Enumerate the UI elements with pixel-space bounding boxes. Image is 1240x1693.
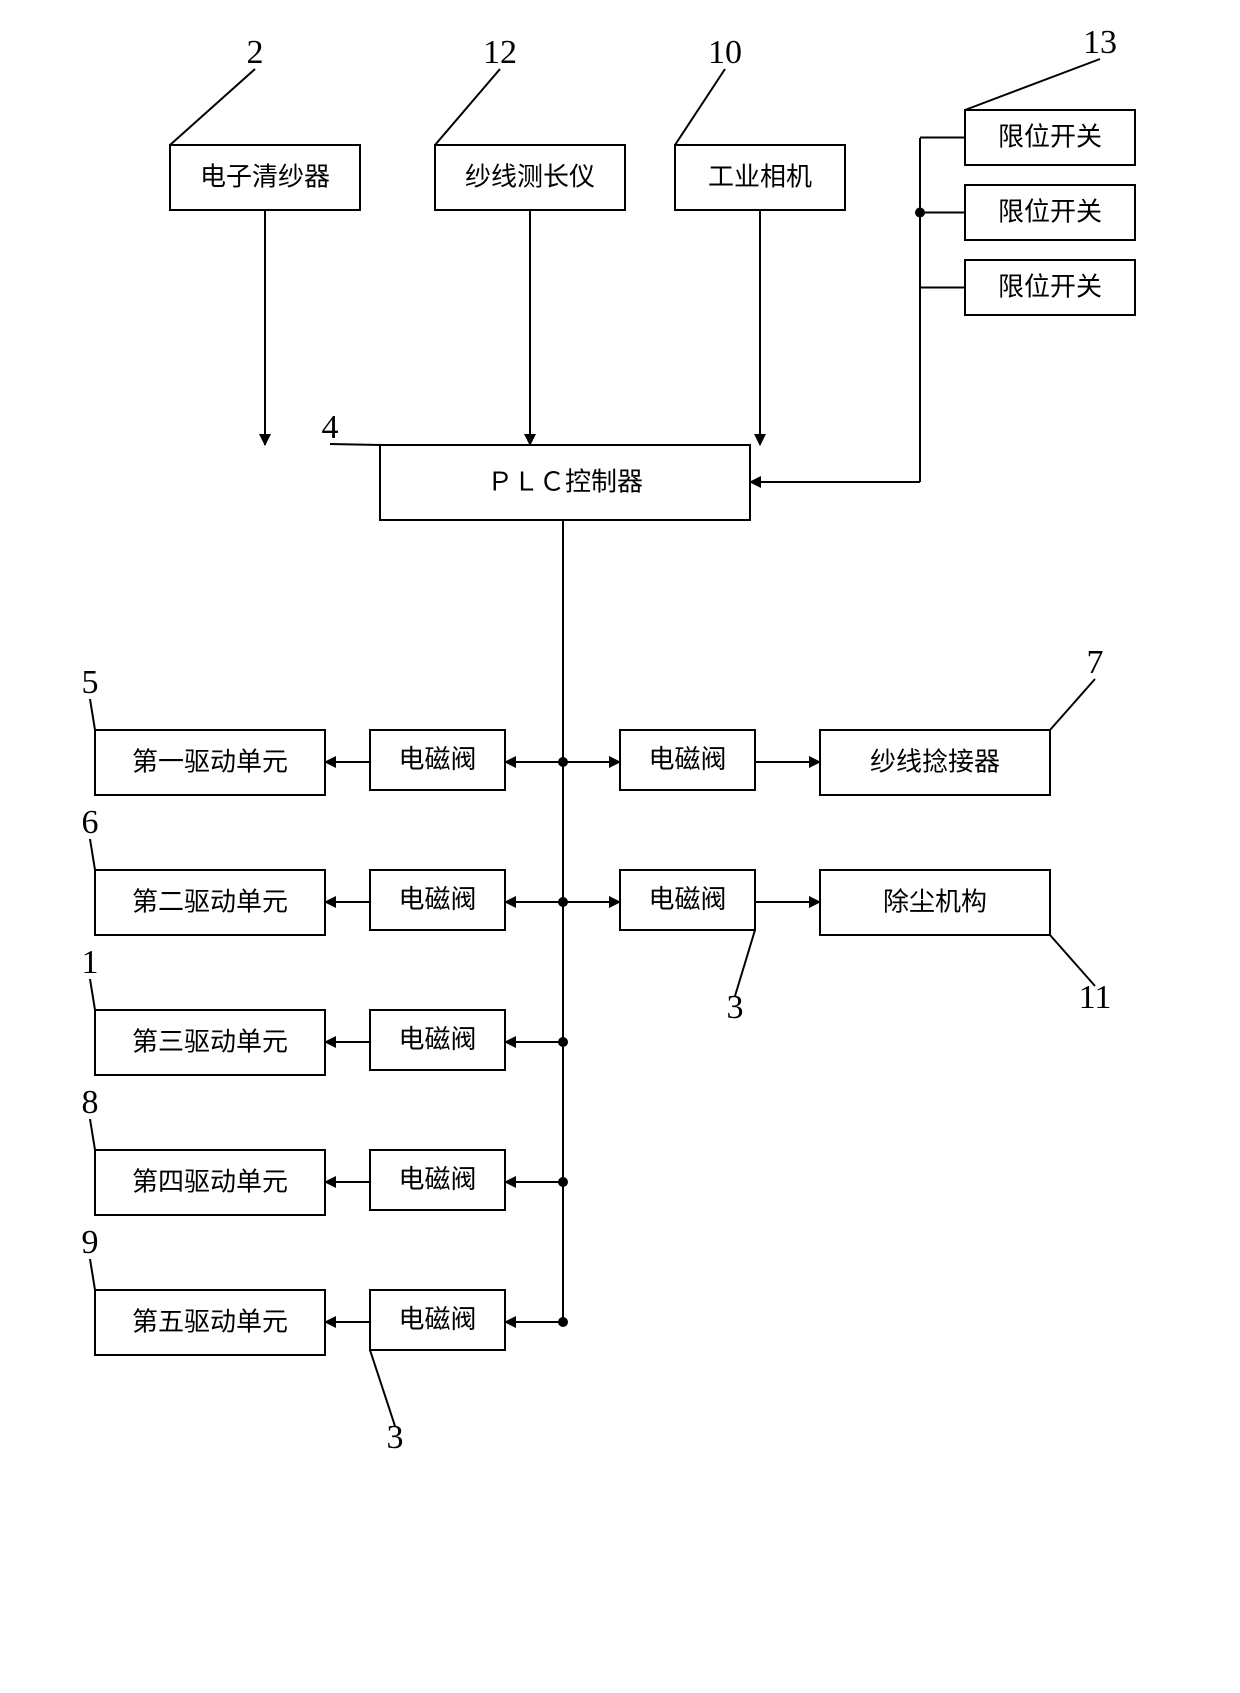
node-label-n13b: 限位开关 xyxy=(998,197,1102,226)
callout-leader-4 xyxy=(330,444,380,445)
callout-9: 9 xyxy=(82,1224,99,1261)
callout-leader-13 xyxy=(965,59,1100,110)
node-label-d4: 第四驱动单元 xyxy=(132,1167,288,1196)
callout-12: 12 xyxy=(483,34,517,71)
callout-leader-7 xyxy=(1050,679,1095,730)
node-label-n12: 纱线测长仪 xyxy=(465,162,595,191)
node-label-vL4: 电磁阀 xyxy=(398,1165,476,1194)
callout-leader-3 xyxy=(370,1350,395,1426)
callout-leader-5 xyxy=(90,699,95,730)
node-label-plc: ＰＬＣ控制器 xyxy=(487,467,643,496)
node-label-vL3: 电磁阀 xyxy=(398,1025,476,1054)
node-label-vL1: 电磁阀 xyxy=(398,745,476,774)
callout-1: 1 xyxy=(82,944,99,981)
callout-leader-3 xyxy=(735,930,755,996)
node-label-vL5: 电磁阀 xyxy=(398,1305,476,1334)
node-label-d2: 第二驱动单元 xyxy=(132,887,288,916)
node-label-n2: 电子清纱器 xyxy=(200,162,330,191)
node-label-vL2: 电磁阀 xyxy=(398,885,476,914)
callout-10: 10 xyxy=(708,34,742,71)
callout-leader-8 xyxy=(90,1119,95,1150)
callout-7: 7 xyxy=(1087,644,1104,681)
callout-leader-9 xyxy=(90,1259,95,1290)
callout-4: 4 xyxy=(322,409,339,446)
callout-13: 13 xyxy=(1083,24,1117,61)
callout-leader-10 xyxy=(675,69,725,145)
callout-leader-11 xyxy=(1050,935,1095,986)
node-label-n13a: 限位开关 xyxy=(998,122,1102,151)
callout-leader-1 xyxy=(90,979,95,1010)
callout-2: 2 xyxy=(247,34,264,71)
callout-leader-12 xyxy=(435,69,500,145)
node-label-d1: 第一驱动单元 xyxy=(132,747,288,776)
callout-8: 8 xyxy=(82,1084,99,1121)
node-label-r1: 纱线捻接器 xyxy=(870,747,1000,776)
node-label-n10: 工业相机 xyxy=(708,162,812,191)
node-label-vR1: 电磁阀 xyxy=(648,745,726,774)
node-label-r2: 除尘机构 xyxy=(883,887,987,916)
callout-5: 5 xyxy=(82,664,99,701)
node-label-d5: 第五驱动单元 xyxy=(132,1307,288,1336)
callout-6: 6 xyxy=(82,804,99,841)
callout-leader-6 xyxy=(90,839,95,870)
callout-11: 11 xyxy=(1079,979,1112,1016)
node-label-d3: 第三驱动单元 xyxy=(132,1027,288,1056)
callout-leader-2 xyxy=(170,69,255,145)
node-label-vR2: 电磁阀 xyxy=(648,885,726,914)
node-label-n13c: 限位开关 xyxy=(998,272,1102,301)
